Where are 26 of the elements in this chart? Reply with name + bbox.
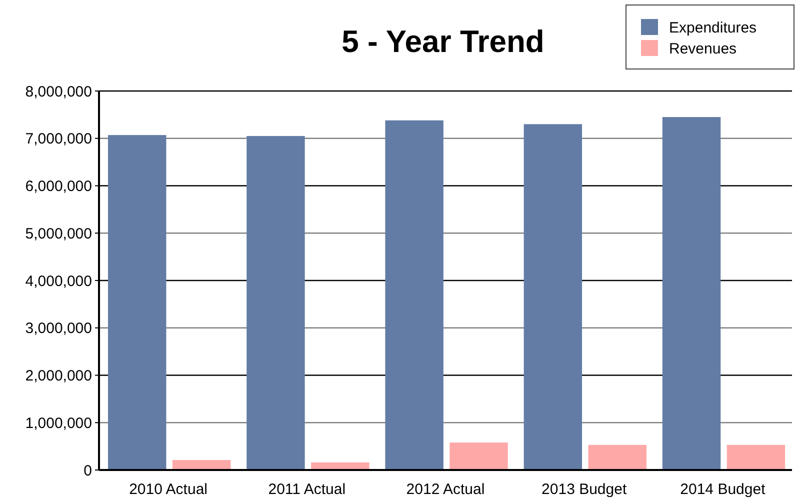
x-tick-label: 2010 Actual [129, 481, 208, 498]
x-tick-label: 2011 Actual [268, 481, 346, 498]
bar [108, 135, 166, 470]
bar [588, 444, 646, 470]
chart-title: 5 - Year Trend [342, 24, 544, 59]
y-tick-label: 2,000,000 [25, 368, 92, 384]
legend-label: Expenditures [669, 19, 757, 36]
bar [726, 444, 786, 470]
x-tick-label: 2012 Actual [406, 481, 485, 498]
y-tick-label: 7,000,000 [25, 130, 92, 148]
y-tick-label: 5,000,000 [25, 225, 92, 242]
x-tick-label: 2014 Budget [680, 481, 766, 498]
y-tick-label: 6,000,000 [25, 178, 92, 195]
bar [246, 136, 305, 470]
y-tick-label: 0 [84, 462, 92, 480]
bar [172, 460, 231, 470]
bar [524, 124, 582, 470]
legend-label: Revenues [669, 40, 737, 58]
x-tick-label: 2013 Budget [542, 481, 628, 498]
bar [662, 117, 721, 470]
y-tick-label: 4,000,000 [25, 272, 92, 290]
y-tick-label: 8,000,000 [25, 83, 92, 100]
bar [450, 442, 508, 470]
y-tick-label: 1,000,000 [25, 414, 92, 432]
y-tick-label: 3,000,000 [25, 320, 92, 338]
bar [385, 120, 444, 470]
